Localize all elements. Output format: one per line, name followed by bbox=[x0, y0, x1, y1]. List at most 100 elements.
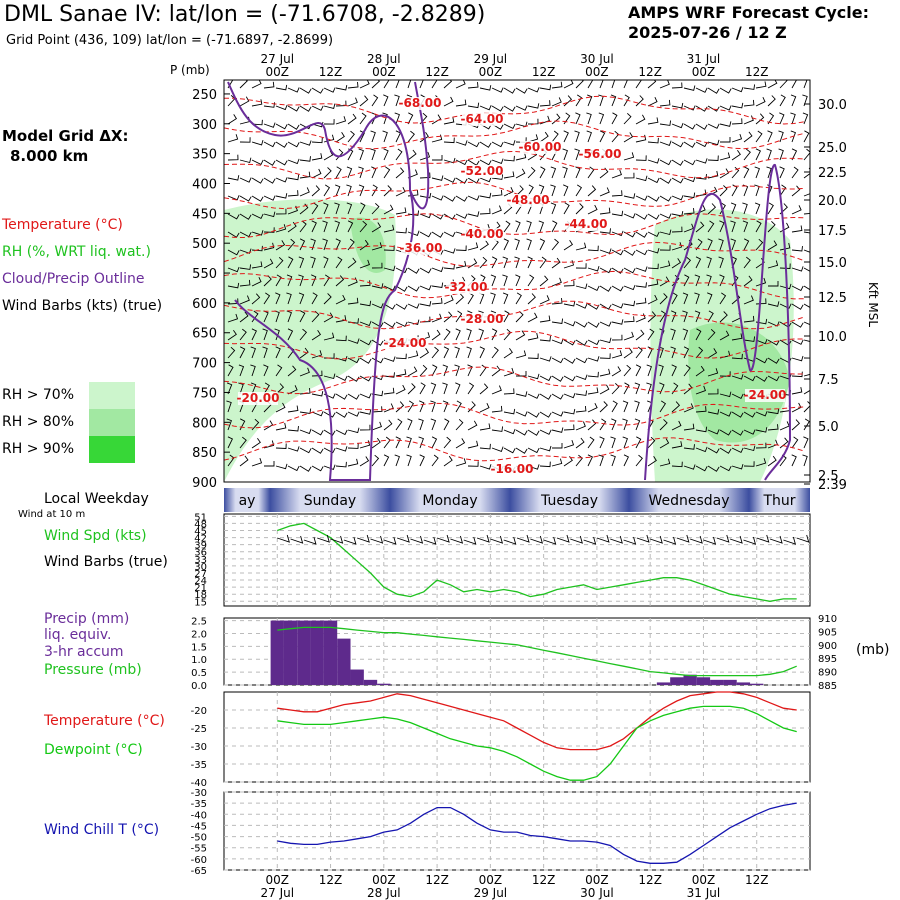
wind-barb bbox=[322, 220, 328, 233]
wind-barb bbox=[239, 346, 246, 359]
wind-barb bbox=[419, 231, 432, 238]
wind-barb bbox=[599, 207, 611, 215]
wind-barb bbox=[395, 436, 401, 449]
temperature-label-bg bbox=[462, 113, 502, 126]
wind-barb bbox=[432, 155, 443, 161]
surface-wind-barb bbox=[783, 536, 797, 545]
wind-barb bbox=[406, 454, 412, 467]
wind-barb bbox=[239, 311, 249, 323]
wind-barb bbox=[287, 446, 300, 452]
wind-barb bbox=[491, 105, 504, 112]
precip-bar bbox=[283, 620, 298, 685]
wind-barb bbox=[623, 152, 635, 161]
wind-barb bbox=[611, 112, 618, 125]
wind-barb bbox=[587, 94, 593, 107]
wind-barb bbox=[371, 437, 381, 449]
top-hour-label: 12Z bbox=[532, 65, 556, 79]
wind-barb bbox=[407, 169, 418, 179]
wind-barb bbox=[587, 356, 600, 362]
wind-barb bbox=[262, 328, 268, 341]
wind-barb bbox=[359, 375, 372, 382]
wind-barb bbox=[695, 406, 707, 413]
wind-barb bbox=[563, 375, 576, 382]
wind-barb bbox=[419, 285, 432, 291]
height-tick-label: 30.0 bbox=[818, 98, 847, 113]
temperature-contour-label: -44.00 bbox=[565, 217, 608, 231]
wind-barb bbox=[586, 130, 592, 143]
wind-barb bbox=[359, 112, 367, 125]
wind-barb bbox=[502, 274, 508, 287]
y-tick-label: 1.0 bbox=[191, 655, 207, 666]
wind-barb bbox=[634, 382, 641, 395]
wind-barb bbox=[346, 166, 353, 179]
wind-barb bbox=[659, 159, 672, 166]
wind-barb bbox=[239, 213, 252, 220]
wind-barb bbox=[610, 454, 616, 467]
precip-bar bbox=[683, 674, 697, 685]
temperature-contour-label: -48.00 bbox=[507, 193, 550, 207]
wind-barb bbox=[575, 94, 583, 107]
wind-barb bbox=[719, 371, 731, 377]
surface-wind-barb bbox=[716, 534, 730, 543]
wind-barb bbox=[551, 318, 564, 325]
y-tick-label: 18 bbox=[194, 590, 207, 601]
surface-wind-barb bbox=[530, 535, 543, 544]
wind-barb bbox=[671, 420, 682, 431]
wind-barb bbox=[407, 285, 420, 292]
wind-barb bbox=[611, 382, 620, 395]
pressure-tick-label: 600 bbox=[192, 297, 217, 312]
wind-barb bbox=[538, 184, 545, 197]
wind-barb bbox=[731, 393, 744, 400]
wind-barb bbox=[515, 447, 528, 454]
wind-barb bbox=[552, 443, 563, 449]
temperature-label-bg bbox=[462, 313, 502, 326]
wind-barb bbox=[563, 339, 576, 346]
wind-barb bbox=[803, 285, 810, 291]
wind-barb bbox=[431, 436, 438, 449]
precip-bar bbox=[297, 620, 311, 685]
wind-barb bbox=[502, 256, 508, 269]
wind-barb bbox=[587, 265, 600, 272]
wind-barb bbox=[755, 338, 768, 345]
wind-barb bbox=[550, 202, 557, 215]
wind-barb bbox=[359, 280, 371, 287]
wind-barb bbox=[467, 461, 479, 467]
bottom-hour-label: 12Z bbox=[638, 873, 662, 887]
wind-barb bbox=[575, 357, 588, 364]
wind-barb bbox=[443, 80, 453, 89]
wind-barb bbox=[719, 311, 728, 323]
top-date-label: 31 Jul bbox=[687, 52, 721, 66]
wind-barb bbox=[539, 256, 547, 269]
pressure-line bbox=[277, 626, 797, 677]
wind-barb bbox=[383, 303, 396, 310]
wind-barb bbox=[251, 418, 260, 431]
surface-wind-barb bbox=[370, 535, 384, 544]
wind-barb bbox=[695, 426, 708, 433]
wind-barb bbox=[443, 213, 456, 220]
wind-barb bbox=[275, 240, 286, 251]
wind-barb bbox=[575, 374, 588, 380]
panel-frame bbox=[223, 513, 811, 607]
wind-barb bbox=[263, 141, 276, 148]
wind-barb bbox=[503, 347, 513, 359]
wind-barb bbox=[455, 260, 467, 269]
surface-wind-barb bbox=[476, 534, 490, 543]
wind-barb bbox=[515, 350, 527, 359]
wind-barb bbox=[767, 424, 779, 431]
wind-barb bbox=[419, 348, 430, 359]
top-date-label: 27 Jul bbox=[260, 52, 294, 66]
wind-barb bbox=[275, 141, 288, 148]
wind-barb bbox=[419, 364, 428, 377]
wind-barb bbox=[371, 184, 378, 197]
wind-barb bbox=[383, 321, 396, 328]
wind-barb bbox=[707, 87, 720, 94]
wind-barb bbox=[659, 120, 672, 126]
wind-barb bbox=[743, 99, 755, 107]
wind-speed-line bbox=[277, 522, 797, 602]
wind-barb bbox=[719, 168, 730, 179]
wind-barb bbox=[227, 114, 238, 125]
wind-barb bbox=[371, 202, 380, 215]
wind-barb bbox=[455, 80, 466, 89]
wind-barb bbox=[407, 112, 414, 125]
wind-barb bbox=[455, 438, 466, 449]
